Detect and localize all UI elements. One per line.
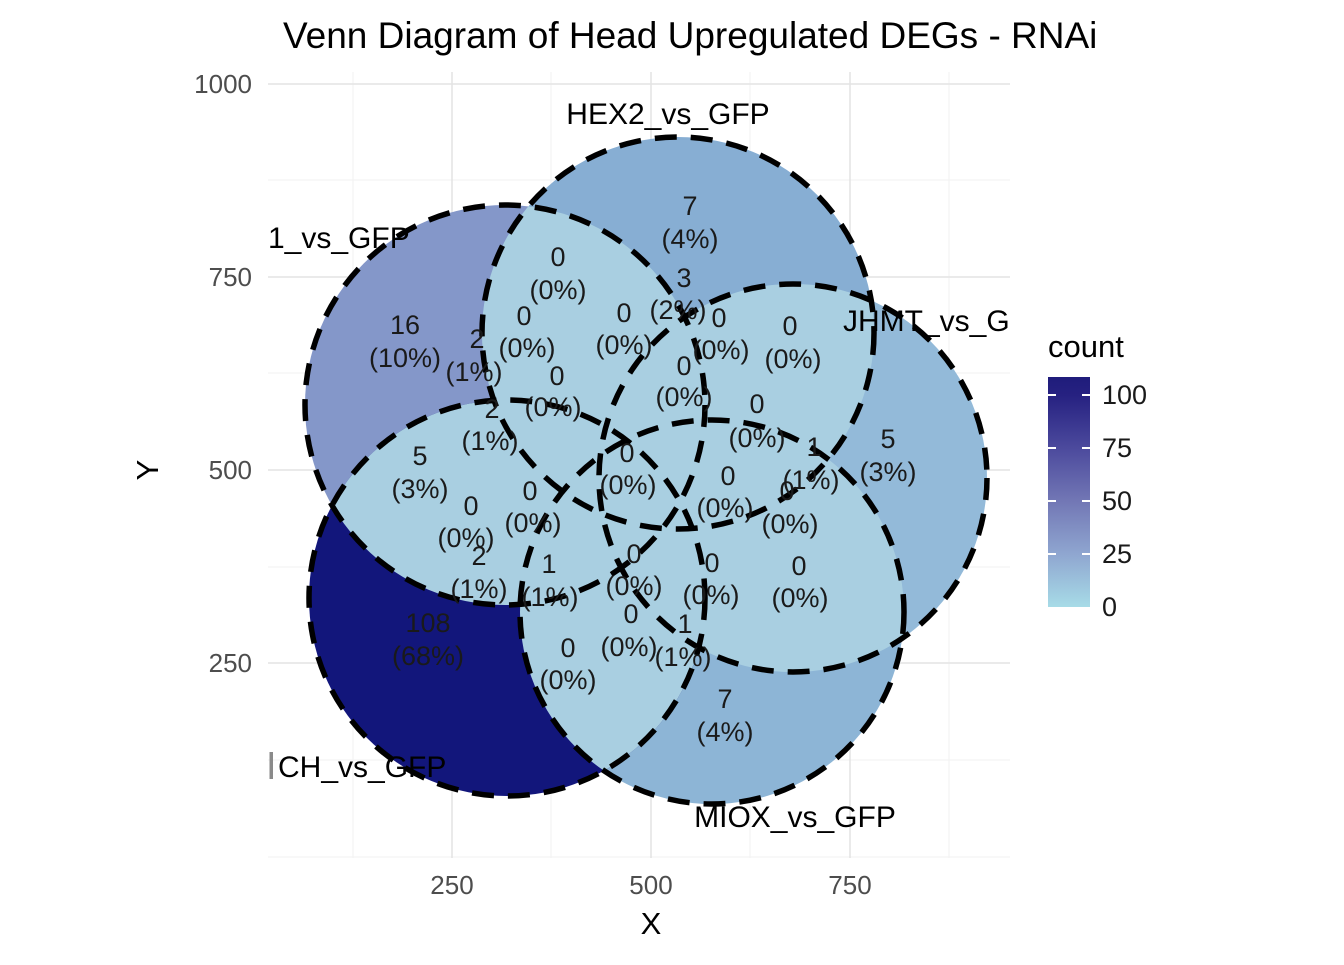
- region-label: 0 (0%): [761, 476, 818, 539]
- page-title: Venn Diagram of Head Upregulated DEGs - …: [283, 15, 1097, 56]
- region-label: 1 (1%): [782, 432, 839, 495]
- legend-tick-25: 25: [1102, 539, 1132, 569]
- legend-count: count 100 75 50 25 0: [1048, 329, 1147, 622]
- region-label: 2 (1%): [450, 541, 507, 604]
- region-label: 1 (1%): [654, 609, 711, 672]
- clipped-letter-fragment: [269, 752, 273, 779]
- y-tick-500: 500: [209, 455, 252, 485]
- region-label: 5 (3%): [391, 441, 448, 504]
- set-label-jhmt: JHMT_vs_GFP: [843, 305, 1048, 338]
- y-tick-1000: 1000: [194, 69, 252, 99]
- legend-tick-50: 50: [1102, 486, 1132, 516]
- region-label: 0 (0%): [728, 389, 785, 453]
- region-label: 0 (0%): [692, 303, 749, 365]
- region-label: 3 (2%): [649, 263, 706, 325]
- y-axis: 1000 750 500 250 Y: [130, 69, 252, 678]
- set-label-hex2: HEX2_vs_GFP: [566, 98, 769, 131]
- region-label: 16 (10%): [369, 310, 441, 373]
- region-label: 2 (1%): [461, 394, 518, 456]
- region-label: 0 (0%): [655, 351, 712, 412]
- region-label: 0 (0%): [682, 548, 739, 610]
- legend-colorbar-ticks: [1048, 394, 1090, 555]
- region-label: 2 (1%): [445, 324, 502, 387]
- x-tick-500: 500: [629, 870, 672, 900]
- x-tick-750: 750: [828, 870, 871, 900]
- legend-tick-0: 0: [1102, 592, 1117, 622]
- venn-intersections: [309, 205, 904, 796]
- set-label-1-vs-gfp: 1_vs_GFP: [268, 222, 410, 255]
- region-label: 0 (0%): [764, 311, 821, 374]
- legend-title: count: [1048, 329, 1124, 364]
- region-label: 1 (1%): [521, 549, 578, 612]
- region-label: 0 (0%): [524, 361, 581, 422]
- region-label: 5 (3%): [859, 424, 916, 487]
- region-label: 0 (0%): [599, 438, 656, 500]
- region-labels: 16 (10%) 7 (4%) 5 (3%) 7 (4%) 108 (68%) 0 (0%)…: [369, 191, 917, 747]
- legend-tick-75: 75: [1102, 433, 1132, 463]
- legend-colorbar: [1048, 377, 1090, 607]
- y-tick-250: 250: [209, 648, 252, 678]
- region-label: 0 (0%): [504, 476, 561, 538]
- y-tick-750: 750: [209, 262, 252, 292]
- region-label: 0 (0%): [529, 242, 586, 305]
- region-label: 7 (4%): [696, 684, 753, 747]
- region-label: 7 (4%): [661, 191, 718, 254]
- region-label: 0 (0%): [498, 301, 555, 363]
- legend-tick-100: 100: [1102, 380, 1147, 410]
- x-axis-title: X: [641, 906, 662, 941]
- set-label-miox: MIOX_vs_GFP: [694, 801, 896, 834]
- region-label: 0 (0%): [696, 461, 753, 523]
- region-label: 0 (0%): [605, 539, 662, 601]
- region-label: 0 (0%): [437, 491, 494, 553]
- region-label: 0 (0%): [595, 298, 652, 360]
- region-label: 108 (68%): [392, 608, 464, 671]
- y-axis-title: Y: [130, 460, 165, 481]
- x-tick-250: 250: [430, 870, 473, 900]
- set-label-ch: CH_vs_GFP: [278, 751, 446, 784]
- region-label: 0 (0%): [771, 551, 828, 613]
- region-label: 0 (0%): [600, 599, 657, 662]
- region-label: 0 (0%): [539, 633, 596, 695]
- venn-outlines: [302, 134, 990, 807]
- x-axis: 250 500 750 X: [430, 870, 871, 941]
- set-labels: 1_vs_GFP HEX2_vs_GFP JHMT_vs_GFP MIOX_vs…: [268, 98, 1048, 834]
